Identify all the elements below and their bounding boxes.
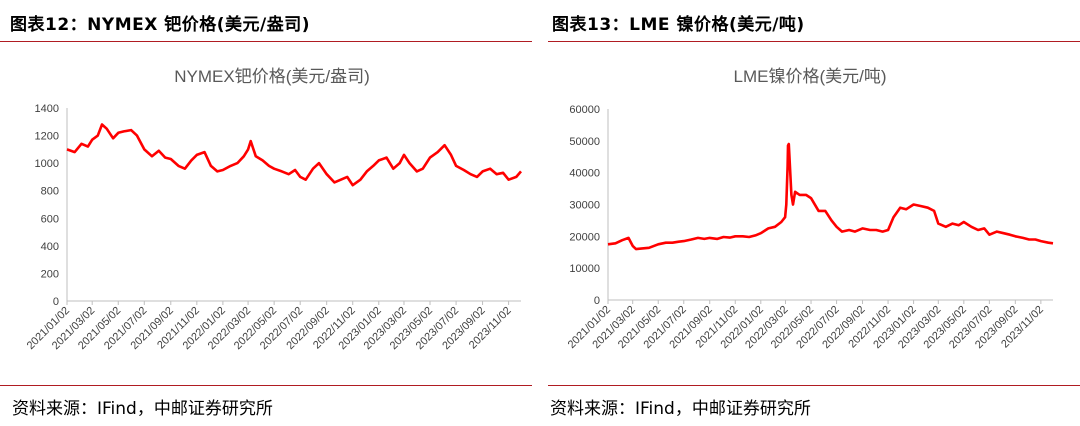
source-note: 资料来源：IFind，中邮证券研究所 xyxy=(550,399,811,419)
y-tick-label: 1400 xyxy=(35,103,59,115)
y-tick-label: 60000 xyxy=(569,104,600,116)
source-note: 资料来源：IFind，中邮证券研究所 xyxy=(12,399,273,419)
series-line xyxy=(607,142,1054,251)
source-rule xyxy=(548,385,1080,386)
figure-title: 图表13：LME 镍价格(美元/吨) xyxy=(552,15,805,35)
title-rule xyxy=(0,41,532,42)
y-tick-label: 50000 xyxy=(569,136,600,148)
y-tick-label: 200 xyxy=(41,268,59,280)
y-tick-label: 1200 xyxy=(35,131,59,143)
palladium-price-chart: NYMEX钯价格(美元/盎司) 0 200 400 600 800 1000 1200 1400… xyxy=(25,67,522,352)
y-tick-label: 10000 xyxy=(569,263,600,275)
series-line xyxy=(66,123,522,187)
figure-title: 图表12：NYMEX 钯价格(美元/盎司) xyxy=(10,15,310,35)
y-tick-label: 30000 xyxy=(569,200,600,212)
y-tick-label: 40000 xyxy=(569,168,600,180)
panel-palladium: 图表12：NYMEX 钯价格(美元/盎司) NYMEX钯价格(美元/盎司) 0 20… xyxy=(0,15,532,419)
source-rule xyxy=(0,385,532,386)
y-tick-label: 400 xyxy=(41,241,59,253)
title-rule xyxy=(548,41,1080,42)
chart-title: LME镍价格(美元/吨) xyxy=(734,67,887,86)
panel-nickel: 图表13：LME 镍价格(美元/吨) LME镍价格(美元/吨) 0 10000 200… xyxy=(540,0,1080,426)
y-tick-label: 0 xyxy=(594,295,600,307)
chart-title: NYMEX钯价格(美元/盎司) xyxy=(174,67,370,86)
y-tick-label: 1000 xyxy=(35,158,59,170)
y-tick-label: 600 xyxy=(41,213,59,225)
nickel-price-chart: LME镍价格(美元/吨) 0 10000 20000 30000 40000 50000 60… xyxy=(566,67,1054,351)
y-tick-label: 0 xyxy=(53,296,59,308)
y-tick-label: 800 xyxy=(41,186,59,198)
y-tick-label: 20000 xyxy=(569,231,600,243)
